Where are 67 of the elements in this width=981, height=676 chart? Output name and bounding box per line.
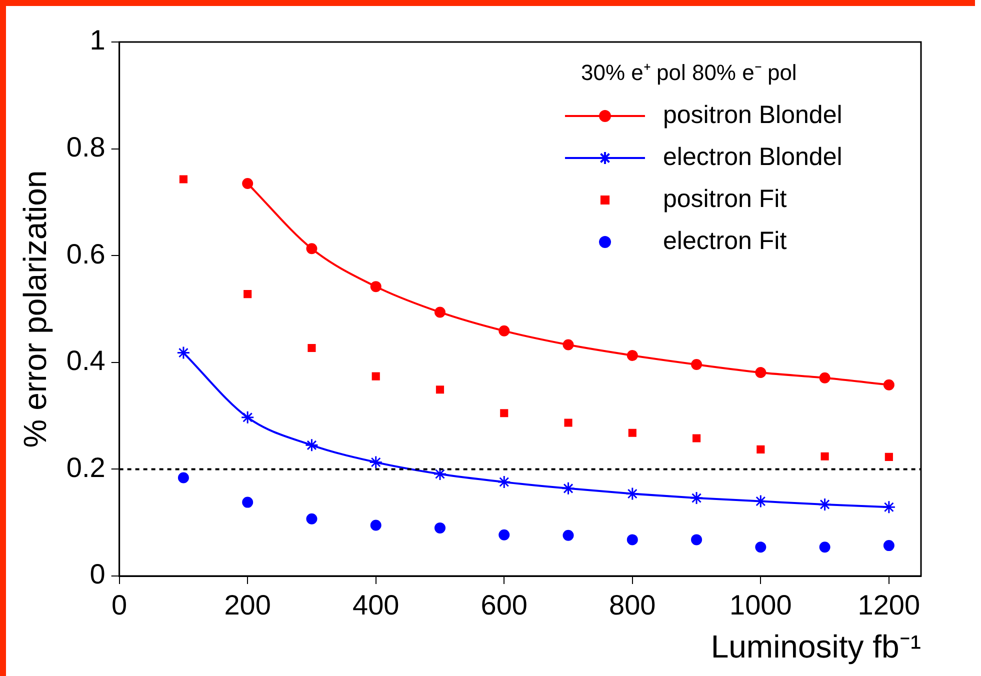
point — [562, 482, 576, 496]
point — [308, 344, 316, 352]
point — [884, 452, 893, 461]
y-tick-label: 0.6 — [66, 238, 106, 270]
point — [564, 418, 572, 427]
point — [176, 346, 190, 360]
x-tick-label: 1000 — [730, 590, 792, 621]
point — [819, 372, 830, 384]
point — [626, 350, 638, 361]
point — [626, 487, 640, 501]
point — [692, 434, 701, 442]
point — [306, 243, 318, 254]
y-tick-label: 1 — [90, 24, 106, 56]
legend-label: electron Blondel — [663, 142, 842, 171]
point — [240, 410, 254, 424]
point — [436, 386, 444, 394]
point — [370, 520, 382, 531]
point — [628, 428, 636, 437]
point — [306, 513, 318, 524]
point — [883, 379, 894, 390]
point — [756, 445, 765, 454]
point — [433, 467, 447, 481]
point — [178, 472, 189, 484]
point — [818, 498, 832, 512]
legend-label: positron Blondel — [663, 100, 842, 129]
point — [562, 530, 574, 541]
point — [883, 540, 894, 552]
point — [242, 178, 254, 190]
legend-title: 30% e⁺ pol 80% e⁻ pol — [581, 60, 797, 86]
point — [304, 438, 318, 452]
point — [372, 372, 380, 380]
y-tick-label: 0.8 — [66, 132, 106, 163]
x-tick-label: 400 — [352, 590, 400, 621]
point — [755, 367, 766, 378]
point — [179, 175, 188, 184]
point — [882, 500, 896, 514]
x-tick-label: 200 — [224, 590, 271, 621]
y-tick-label: 0 — [90, 558, 106, 590]
point — [434, 306, 446, 318]
point — [497, 475, 511, 489]
point — [370, 281, 382, 292]
point — [819, 542, 830, 553]
point — [242, 496, 254, 508]
point — [498, 529, 510, 540]
point — [820, 452, 829, 460]
x-tick-label: 600 — [480, 590, 528, 621]
y-axis-title: % error polarization — [17, 170, 54, 448]
point — [244, 290, 252, 298]
point — [500, 409, 508, 418]
legend-label: positron Fit — [663, 184, 787, 213]
x-tick-label: 0 — [112, 590, 128, 621]
legend-label: electron Fit — [663, 226, 787, 255]
point — [369, 456, 383, 470]
point — [562, 339, 574, 350]
point — [690, 491, 704, 505]
point — [434, 522, 446, 534]
point — [754, 494, 768, 508]
point — [498, 325, 510, 336]
point — [626, 534, 638, 546]
x-tick-label: 800 — [609, 590, 656, 621]
x-tick-label: 1200 — [858, 590, 920, 621]
point — [755, 542, 766, 553]
x-axis-title: Luminosity fb⁻¹ — [710, 628, 921, 665]
point — [691, 534, 702, 546]
point — [691, 359, 702, 370]
y-tick-label: 0.4 — [66, 345, 106, 376]
y-tick-label: 0.2 — [66, 452, 106, 483]
